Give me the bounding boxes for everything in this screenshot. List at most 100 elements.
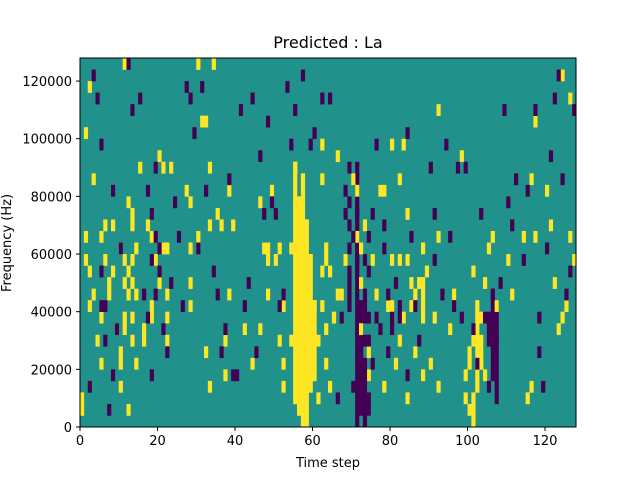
heatmap-cell-high	[405, 392, 410, 405]
y-tick-label: 20000	[31, 363, 72, 378]
heatmap-cell-low	[99, 138, 104, 151]
heatmap-cell-high	[188, 196, 193, 209]
heatmap-cell-low	[103, 334, 108, 347]
heatmap-cell-high	[277, 334, 282, 347]
heatmap-cell-low	[366, 311, 371, 324]
heatmap-cell-high	[560, 311, 565, 324]
heatmap-cell-low	[490, 288, 495, 301]
heatmap-cell-low	[343, 184, 348, 197]
heatmap-cell-low	[219, 346, 224, 359]
heatmap-cell-high	[510, 288, 515, 301]
heatmap-cell-high	[149, 311, 154, 324]
heatmap-band-low	[362, 415, 368, 428]
heatmap-cell-low	[355, 207, 360, 220]
heatmap-cell-low	[103, 300, 108, 312]
heatmap-cell-high	[188, 242, 193, 255]
heatmap-cell-high	[269, 184, 275, 197]
heatmap-cell-low	[262, 207, 267, 220]
heatmap-cell-low	[215, 288, 220, 301]
heatmap-cell-low	[362, 380, 368, 393]
heatmap-cell-high	[529, 380, 534, 393]
heatmap-cell-high	[467, 357, 472, 370]
heatmap-cell-high	[103, 254, 108, 266]
heatmap-cell-low	[537, 311, 542, 324]
heatmap-cell-high	[80, 392, 85, 405]
heatmap-cell-high	[452, 288, 457, 301]
heatmap-band-high	[297, 196, 302, 393]
heatmap-cell-low	[359, 380, 364, 393]
heatmap-cell-high	[390, 138, 395, 151]
heatmap-cell-low	[289, 138, 294, 151]
heatmap-cell-low	[328, 92, 333, 105]
heatmap-cell-high	[297, 403, 302, 416]
heatmap-cell-high	[328, 265, 333, 278]
heatmap-cell-high	[405, 207, 410, 220]
heatmap-cell-low	[397, 300, 402, 312]
heatmap-cell-high	[215, 207, 220, 220]
heatmap-cell-high	[401, 311, 406, 324]
heatmap-cell-low	[548, 150, 554, 163]
heatmap-cell-high	[118, 380, 123, 393]
heatmap-cell-low	[238, 104, 244, 116]
heatmap-cell-high	[533, 230, 538, 243]
heatmap-cell-low	[231, 369, 236, 382]
heatmap-cell-low	[366, 334, 371, 347]
heatmap-cell-low	[448, 230, 453, 243]
heatmap-cell-low	[281, 288, 286, 301]
heatmap-cell-low	[347, 161, 352, 174]
heatmap-cell-high	[130, 334, 135, 347]
plot-area	[79, 57, 577, 428]
heatmap-cell-high	[138, 161, 143, 174]
heatmap-cell-low	[409, 230, 414, 243]
heatmap-cell-low	[153, 288, 158, 301]
heatmap-cell-high	[80, 403, 85, 416]
heatmap-cell-high	[428, 357, 433, 370]
heatmap-cell-low	[184, 81, 189, 93]
heatmap-cell-low	[204, 184, 209, 197]
heatmap-cell-low	[417, 334, 422, 347]
heatmap-cell-low	[99, 300, 104, 312]
heatmap-cell-low	[223, 323, 228, 336]
heatmap-cell-high	[207, 380, 213, 393]
heatmap-cell-low	[142, 288, 147, 301]
heatmap-cell-high	[343, 254, 348, 266]
x-tick-label: 0	[76, 434, 84, 449]
y-tick-label: 120000	[22, 75, 72, 90]
heatmap-cell-high	[521, 230, 526, 243]
heatmap-cell-low	[343, 207, 348, 220]
heatmap-cell-low	[347, 242, 352, 255]
heatmap-cell-low	[347, 219, 352, 232]
heatmap-cell-low	[359, 369, 364, 382]
heatmap-cell-low	[362, 357, 368, 370]
heatmap-cell-high	[552, 277, 557, 289]
heatmap-cell-high	[122, 254, 127, 266]
heatmap-cell-low	[355, 254, 360, 266]
heatmap-cell-high	[122, 277, 127, 289]
heatmap-cell-high	[533, 115, 538, 128]
heatmap-cell-high	[572, 254, 577, 266]
heatmap-cell-low	[269, 196, 275, 209]
heatmap-cell-high	[103, 219, 108, 232]
heatmap-cell-low	[459, 311, 464, 324]
heatmap-cell-low	[405, 369, 410, 382]
heatmap-cell-high	[486, 242, 492, 255]
heatmap-band-high	[471, 392, 476, 428]
heatmap-cell-high	[304, 323, 309, 336]
heatmap-cell-high	[432, 311, 437, 324]
heatmap-cell-high	[316, 334, 321, 347]
heatmap-cell-low	[362, 392, 368, 405]
chart-title: Predicted : La	[273, 33, 382, 52]
heatmap-cell-high	[397, 334, 402, 347]
heatmap-cell-low	[370, 207, 375, 220]
heatmap-cell-high	[134, 242, 139, 255]
heatmap-cell-high	[111, 265, 116, 278]
heatmap-cell-low	[320, 92, 325, 105]
heatmap-cell-high	[165, 288, 170, 301]
heatmap-cell-low	[242, 300, 247, 312]
cells-layer	[80, 58, 577, 428]
heatmap-cell-low	[413, 300, 418, 312]
heatmap-cell-low	[386, 288, 391, 301]
heatmap-cell-low	[362, 254, 368, 266]
heatmap-cell-high	[165, 311, 170, 324]
heatmap-cell-high	[397, 254, 402, 266]
